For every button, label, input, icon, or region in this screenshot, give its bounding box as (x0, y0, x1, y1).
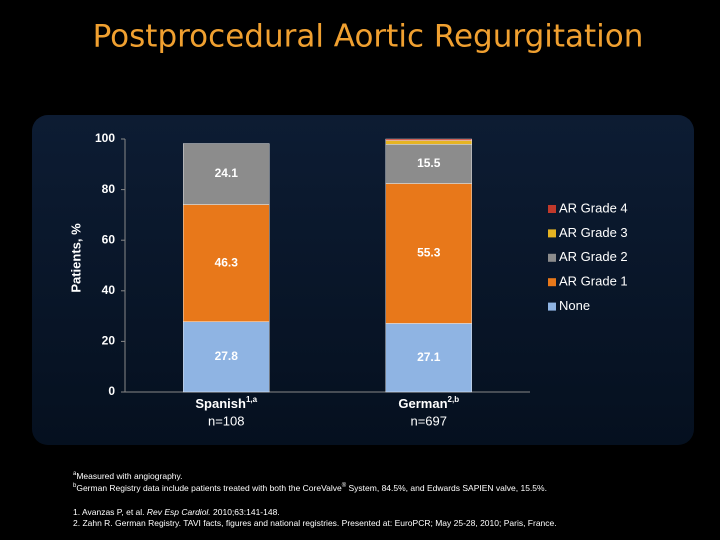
bar-segment (385, 140, 472, 145)
legend-swatch (548, 229, 556, 238)
reference: 1. Avanzas P, et al. Rev Esp Cardiol. 20… (73, 507, 280, 517)
legend-swatch (548, 302, 556, 311)
data-label: 46.3 (215, 255, 239, 269)
y-tick-label: 100 (95, 131, 115, 145)
reference: 2. Zahn R. German Registry. TAVI facts, … (73, 518, 557, 528)
category-superscript: 1,a (246, 395, 258, 404)
x-tick-label: Spanish1,a (195, 395, 257, 411)
bar-segment (385, 144, 472, 184)
legend-label: AR Grade 1 (559, 274, 628, 289)
category-superscript: 2,b (448, 395, 460, 404)
reference-journal: Rev Esp Cardiol. (146, 507, 211, 517)
bar-segment (183, 143, 270, 205)
data-label: 27.8 (215, 349, 239, 363)
bar-segment (183, 204, 270, 322)
legend-swatch (548, 253, 556, 262)
legend-label: None (559, 298, 590, 313)
reference-text: 2010;63:141-148. (210, 507, 280, 517)
bar-segment (385, 183, 472, 324)
legend-label: AR Grade 4 (559, 200, 628, 215)
data-label: 27.1 (417, 350, 441, 364)
footnote-sup: ® (341, 483, 347, 490)
bar-segment (385, 323, 472, 393)
footnote-mark: a (73, 471, 77, 478)
data-label: 24.1 (215, 166, 239, 180)
category-note: n=108 (208, 413, 245, 428)
category-name: Spanish (195, 396, 246, 411)
reference-text: 1. Avanzas P, et al. (73, 507, 147, 517)
legend-label: AR Grade 2 (559, 249, 628, 264)
footnote: aMeasured with angiography. (73, 471, 183, 481)
reference-text: 2. Zahn R. German Registry. TAVI facts, … (73, 518, 557, 528)
data-label: 15.5 (417, 156, 441, 170)
y-tick-label: 60 (102, 232, 116, 246)
y-axis-label: Patients, % (68, 223, 83, 293)
legend-swatch (548, 278, 556, 287)
data-label: 55.3 (417, 246, 441, 260)
legend-label: AR Grade 3 (559, 225, 628, 240)
footnote-text: German Registry data include patients tr… (76, 483, 342, 493)
footnote-mark: b (73, 483, 77, 490)
bar-segment (385, 138, 472, 141)
footnote: bGerman Registry data include patients t… (73, 483, 547, 493)
y-tick-label: 0 (108, 384, 115, 398)
x-tick-label: German2,b (398, 395, 459, 411)
legend-swatch (548, 205, 556, 213)
category-note: n=697 (410, 413, 447, 428)
y-tick-label: 80 (102, 182, 116, 196)
footnote-text: System, 84.5%, and Edwards SAPIEN valve,… (346, 483, 547, 493)
category-name: German (398, 396, 447, 411)
bar-segment (183, 321, 270, 393)
footnote-text: Measured with angiography. (76, 471, 183, 481)
chart-title: Postprocedural Aortic Regurgitation (93, 19, 644, 55)
y-tick-label: 40 (102, 283, 116, 297)
y-tick-label: 20 (102, 334, 116, 348)
